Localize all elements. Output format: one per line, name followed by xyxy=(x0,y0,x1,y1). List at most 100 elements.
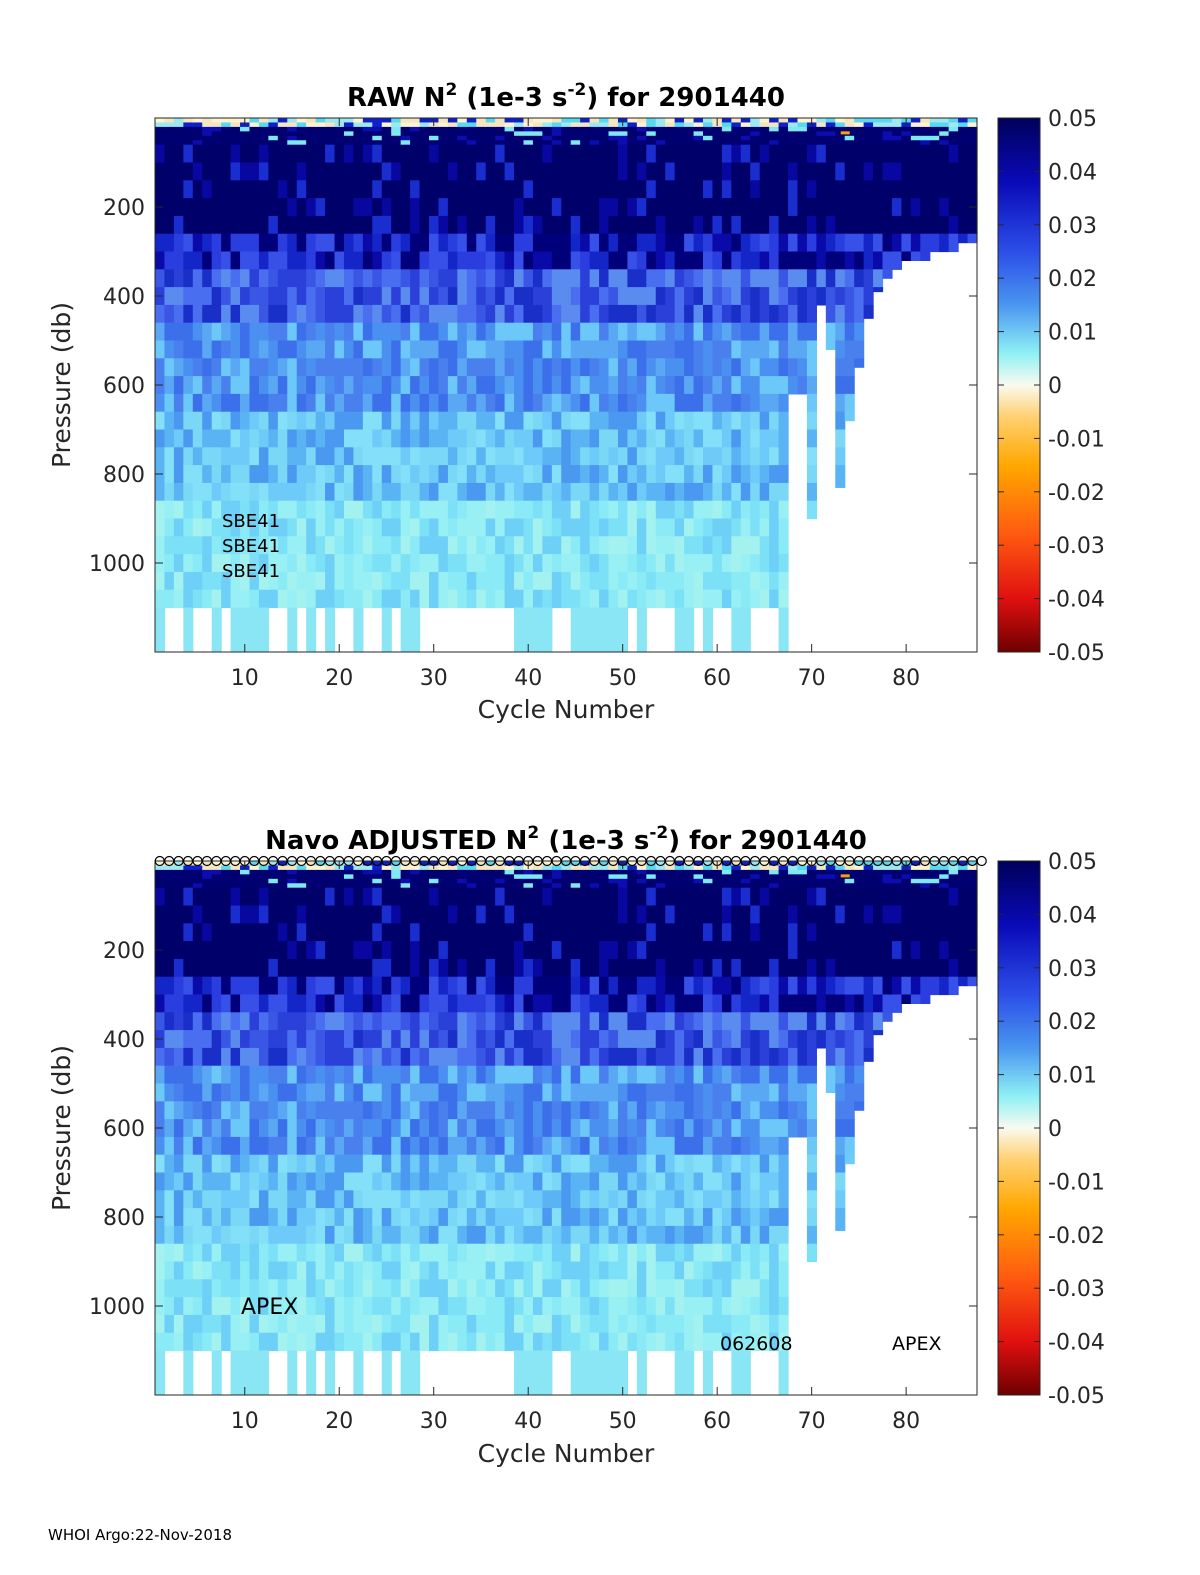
heatmap-cell xyxy=(731,118,742,124)
heatmap-cell xyxy=(221,287,232,306)
heatmap-cell xyxy=(835,1119,846,1138)
heatmap-cell xyxy=(353,1136,364,1156)
heatmap-cell xyxy=(769,1314,780,1334)
heatmap-cell xyxy=(457,126,468,132)
y-tick-label: 1000 xyxy=(89,552,145,577)
heatmap-cell xyxy=(173,287,184,306)
heatmap-cell xyxy=(759,874,770,880)
colorbar-tick-label: 0.05 xyxy=(1048,107,1097,132)
heatmap-cell xyxy=(155,1332,166,1352)
heatmap-cell xyxy=(164,1119,175,1138)
heatmap-cell xyxy=(561,1208,572,1227)
heatmap-cell xyxy=(674,393,685,413)
heatmap-cell xyxy=(523,1012,534,1031)
heatmap-cell xyxy=(617,589,629,609)
heatmap-cell xyxy=(202,429,213,448)
heatmap-cell xyxy=(221,1101,232,1120)
heatmap-cell xyxy=(353,1030,364,1049)
heatmap-cell xyxy=(561,994,572,1013)
heatmap-cell xyxy=(608,251,619,270)
heatmap-cell xyxy=(599,429,610,448)
heatmap-cell xyxy=(447,1065,458,1085)
heatmap-cell xyxy=(636,251,647,270)
heatmap-cell xyxy=(617,322,629,342)
heatmap-cell xyxy=(863,994,874,1013)
heatmap-cell xyxy=(249,198,260,217)
heatmap-cell xyxy=(504,162,515,181)
heatmap-cell xyxy=(835,1172,846,1191)
heatmap-cell xyxy=(901,869,912,875)
heatmap-cell xyxy=(372,869,383,875)
heatmap-cell xyxy=(164,1243,175,1263)
heatmap-cell xyxy=(636,607,647,652)
heatmap-cell xyxy=(202,1047,213,1067)
heatmap-cell xyxy=(655,482,666,502)
heatmap-cell xyxy=(646,251,657,270)
heatmap-cell xyxy=(230,1279,241,1298)
heatmap-cell xyxy=(240,340,251,359)
heatmap-cell xyxy=(183,118,194,124)
heatmap-cell xyxy=(712,140,723,146)
heatmap-cell xyxy=(410,1154,421,1174)
heatmap-cell xyxy=(740,861,751,867)
heatmap-cell xyxy=(599,874,610,880)
heatmap-cell xyxy=(457,1119,468,1138)
heatmap-cell xyxy=(655,1154,666,1174)
heatmap-cell xyxy=(192,135,203,141)
heatmap-cell xyxy=(580,941,591,960)
heatmap-cell xyxy=(523,607,534,652)
heatmap-cell xyxy=(750,869,761,875)
heatmap-cell xyxy=(759,941,770,960)
heatmap-cell xyxy=(797,122,808,128)
heatmap-cell xyxy=(759,411,770,431)
heatmap-cell xyxy=(712,1279,723,1298)
heatmap-cell xyxy=(561,126,572,132)
heatmap-cell xyxy=(249,607,260,652)
heatmap-cell xyxy=(334,429,345,448)
heatmap-cell xyxy=(617,607,629,652)
heatmap-cell xyxy=(495,122,506,128)
heatmap-cell xyxy=(721,500,732,520)
heatmap-cell xyxy=(476,1208,487,1227)
heatmap-cell xyxy=(277,1243,288,1263)
heatmap-cell xyxy=(296,1030,307,1049)
heatmap-cell xyxy=(334,251,345,270)
heatmap-cell xyxy=(740,140,751,146)
heatmap-cell xyxy=(466,144,477,164)
heatmap-cell xyxy=(343,1314,355,1334)
heatmap-cell xyxy=(429,411,440,431)
heatmap-cell xyxy=(750,287,761,306)
heatmap-cell xyxy=(844,269,855,288)
heatmap-cell xyxy=(268,1243,279,1263)
heatmap-cell xyxy=(343,482,355,502)
heatmap-cell xyxy=(514,251,525,270)
heatmap-cell xyxy=(778,215,789,235)
heatmap-cell xyxy=(646,1047,657,1067)
heatmap-cell xyxy=(693,994,704,1013)
heatmap-cell xyxy=(788,905,799,924)
heatmap-cell xyxy=(438,923,449,942)
heatmap-cell xyxy=(410,131,421,137)
heatmap-cell xyxy=(769,571,780,591)
heatmap-cell xyxy=(703,1261,714,1280)
heatmap-cell xyxy=(334,554,345,573)
heatmap-cell xyxy=(599,536,610,555)
heatmap-cell xyxy=(750,251,761,270)
heatmap-cell xyxy=(287,589,298,609)
heatmap-cell xyxy=(325,878,336,884)
heatmap-cell xyxy=(750,376,761,395)
heatmap-cell xyxy=(466,340,477,359)
heatmap-cell xyxy=(183,376,194,395)
heatmap-cell xyxy=(617,393,629,413)
heatmap-cell xyxy=(703,1047,714,1067)
heatmap-cell xyxy=(221,1154,232,1174)
heatmap-cell xyxy=(608,1119,619,1138)
heatmap-cell xyxy=(391,131,402,137)
heatmap-cell xyxy=(438,887,449,907)
heatmap-cell xyxy=(665,536,676,555)
heatmap-cell xyxy=(665,376,676,395)
heatmap-cell xyxy=(495,1065,506,1085)
heatmap-cell xyxy=(750,518,761,537)
heatmap-cell xyxy=(221,140,232,146)
heatmap-cell xyxy=(315,874,326,880)
